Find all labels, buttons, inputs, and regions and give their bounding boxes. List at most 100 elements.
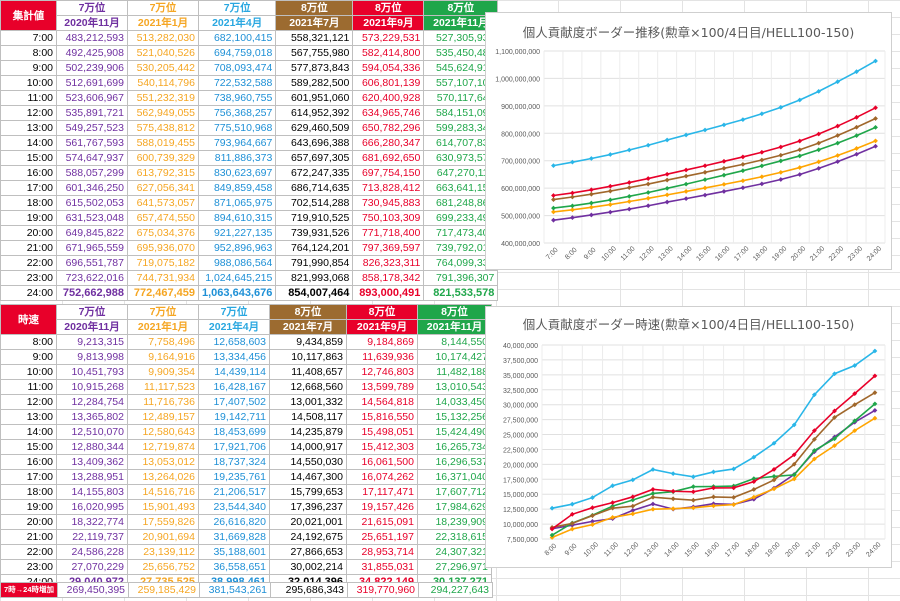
value-cell[interactable]: 584,151,093	[423, 105, 499, 121]
time-cell[interactable]: 7:00	[0, 30, 57, 46]
value-cell[interactable]: 620,400,928	[352, 90, 425, 106]
time-cell[interactable]: 15:00	[0, 150, 57, 166]
increase-value-cell[interactable]: 259,185,429	[128, 582, 201, 598]
value-cell[interactable]: 854,007,464	[275, 285, 354, 301]
time-cell[interactable]: 19:00	[0, 210, 57, 226]
value-cell[interactable]: 826,323,311	[352, 255, 425, 271]
value-cell[interactable]: 25,651,197	[346, 529, 418, 545]
time-cell[interactable]: 21:00	[0, 240, 57, 256]
value-cell[interactable]: 952,896,963	[197, 240, 277, 256]
value-cell[interactable]: 730,945,883	[352, 195, 425, 211]
value-cell[interactable]: 830,623,697	[197, 165, 277, 181]
time-cell[interactable]: 12:00	[0, 105, 57, 121]
time-cell[interactable]: 15:00	[0, 439, 57, 455]
value-cell[interactable]: 10,174,427	[417, 349, 492, 365]
value-cell[interactable]: 697,754,150	[352, 165, 425, 181]
value-cell[interactable]: 666,280,347	[352, 135, 425, 151]
value-cell[interactable]: 19,142,711	[198, 409, 270, 425]
value-cell[interactable]: 12,668,560	[269, 379, 347, 395]
value-cell[interactable]: 750,103,309	[352, 210, 425, 226]
time-cell[interactable]: 22:00	[0, 255, 57, 271]
value-cell[interactable]: 521,040,526	[127, 45, 199, 61]
value-cell[interactable]: 14,467,300	[269, 469, 347, 485]
value-cell[interactable]: 27,296,971	[417, 559, 492, 575]
time-cell[interactable]: 10:00	[0, 364, 57, 380]
value-cell[interactable]: 599,283,349	[423, 120, 499, 136]
time-cell[interactable]: 17:00	[0, 180, 57, 196]
value-cell[interactable]: 574,647,937	[56, 150, 128, 166]
value-cell[interactable]: 14,235,879	[269, 424, 347, 440]
value-cell[interactable]: 558,321,121	[275, 30, 354, 46]
time-cell[interactable]: 19:00	[0, 499, 57, 515]
value-cell[interactable]: 15,132,256	[417, 409, 492, 425]
value-cell[interactable]: 594,054,336	[352, 60, 425, 76]
value-cell[interactable]: 17,117,471	[346, 484, 418, 500]
value-cell[interactable]: 15,498,051	[346, 424, 418, 440]
value-cell[interactable]: 601,346,250	[56, 180, 128, 196]
value-cell[interactable]: 893,000,491	[352, 285, 425, 301]
value-cell[interactable]: 11,482,188	[417, 364, 492, 380]
time-cell[interactable]: 20:00	[0, 514, 57, 530]
value-cell[interactable]: 22,318,615	[417, 529, 492, 545]
value-cell[interactable]: 600,739,329	[127, 150, 199, 166]
value-cell[interactable]: 15,424,490	[417, 424, 492, 440]
value-cell[interactable]: 15,799,653	[269, 484, 347, 500]
value-cell[interactable]: 752,662,988	[56, 285, 128, 301]
value-cell[interactable]: 17,984,629	[417, 499, 492, 515]
time-cell[interactable]: 23:00	[0, 559, 57, 575]
value-cell[interactable]: 13,599,789	[346, 379, 418, 395]
time-cell[interactable]: 20:00	[0, 225, 57, 241]
value-cell[interactable]: 31,855,031	[346, 559, 418, 575]
value-cell[interactable]: 17,396,237	[269, 499, 347, 515]
value-cell[interactable]: 11,716,736	[127, 394, 199, 410]
value-cell[interactable]: 16,265,734	[417, 439, 492, 455]
value-cell[interactable]: 9,184,869	[346, 334, 418, 350]
value-cell[interactable]: 849,859,458	[197, 180, 277, 196]
value-cell[interactable]: 672,247,335	[275, 165, 354, 181]
value-cell[interactable]: 582,414,800	[352, 45, 425, 61]
value-cell[interactable]: 588,057,299	[56, 165, 128, 181]
value-cell[interactable]: 12,284,754	[56, 394, 128, 410]
value-cell[interactable]: 551,232,319	[127, 90, 199, 106]
value-cell[interactable]: 9,813,998	[56, 349, 128, 365]
value-cell[interactable]: 36,558,651	[198, 559, 270, 575]
value-cell[interactable]: 9,909,354	[127, 364, 199, 380]
value-cell[interactable]: 9,434,859	[269, 334, 347, 350]
value-cell[interactable]: 723,622,016	[56, 270, 128, 286]
value-cell[interactable]: 793,964,667	[197, 135, 277, 151]
value-cell[interactable]: 722,532,588	[197, 75, 277, 91]
value-cell[interactable]: 13,288,951	[56, 469, 128, 485]
increase-value-cell[interactable]: 319,770,960	[347, 582, 420, 598]
value-cell[interactable]: 573,229,531	[352, 30, 425, 46]
value-cell[interactable]: 821,533,578	[423, 285, 499, 301]
value-cell[interactable]: 657,697,305	[275, 150, 354, 166]
value-cell[interactable]: 26,616,820	[198, 514, 270, 530]
value-cell[interactable]: 24,192,675	[269, 529, 347, 545]
value-cell[interactable]: 12,489,157	[127, 409, 199, 425]
value-cell[interactable]: 681,248,862	[423, 195, 499, 211]
value-cell[interactable]: 756,368,257	[197, 105, 277, 121]
value-cell[interactable]: 713,828,412	[352, 180, 425, 196]
time-cell[interactable]: 24:00	[0, 285, 57, 301]
time-cell[interactable]: 16:00	[0, 165, 57, 181]
time-cell[interactable]: 17:00	[0, 469, 57, 485]
value-cell[interactable]: 18,322,774	[56, 514, 128, 530]
value-cell[interactable]: 13,365,802	[56, 409, 128, 425]
value-cell[interactable]: 23,139,112	[127, 544, 199, 560]
time-cell[interactable]: 9:00	[0, 60, 57, 76]
value-cell[interactable]: 27,866,653	[269, 544, 347, 560]
value-cell[interactable]: 28,953,714	[346, 544, 418, 560]
value-cell[interactable]: 871,065,975	[197, 195, 277, 211]
value-cell[interactable]: 13,264,026	[127, 469, 199, 485]
value-cell[interactable]: 24,307,321	[417, 544, 492, 560]
value-cell[interactable]: 18,239,909	[417, 514, 492, 530]
value-cell[interactable]: 921,227,135	[197, 225, 277, 241]
value-cell[interactable]: 12,580,643	[127, 424, 199, 440]
value-cell[interactable]: 30,002,214	[269, 559, 347, 575]
value-cell[interactable]: 657,474,550	[127, 210, 199, 226]
value-cell[interactable]: 14,508,117	[269, 409, 347, 425]
value-cell[interactable]: 17,559,826	[127, 514, 199, 530]
value-cell[interactable]: 764,124,201	[275, 240, 354, 256]
value-cell[interactable]: 483,212,593	[56, 30, 128, 46]
value-cell[interactable]: 16,296,537	[417, 454, 492, 470]
